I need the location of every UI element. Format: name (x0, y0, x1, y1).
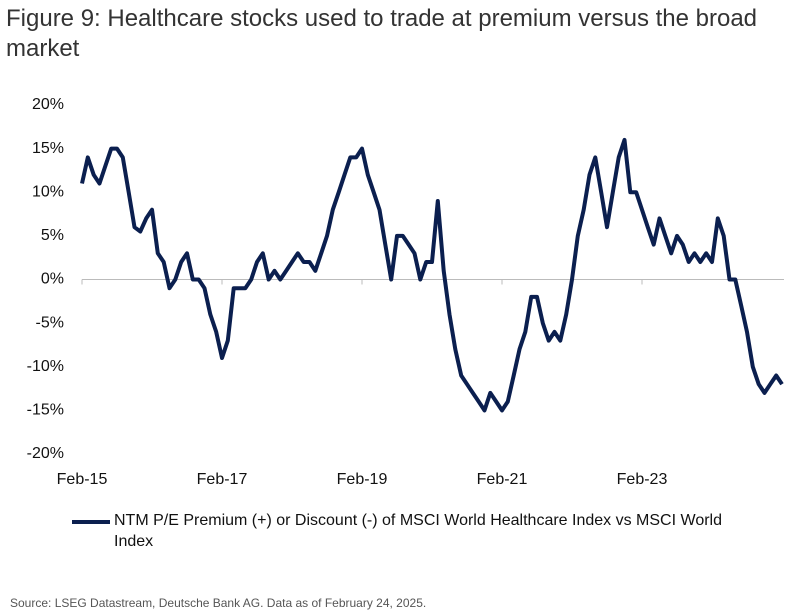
y-tick-label: 10% (32, 183, 64, 200)
legend: NTM P/E Premium (+) or Discount (-) of M… (114, 512, 722, 550)
line-series (80, 137, 784, 413)
y-tick-label: -10% (27, 358, 64, 375)
y-tick-label: 20% (32, 96, 64, 113)
y-tick-label: 0% (41, 271, 64, 288)
legend-label: NTM P/E Premium (+) or Discount (-) of M… (114, 512, 722, 550)
y-tick-label: -5% (36, 314, 64, 331)
x-tick-label: Feb-23 (617, 471, 668, 488)
x-tick-label: Feb-15 (57, 471, 108, 488)
y-tick-label: -15% (27, 402, 64, 419)
source: Source: LSEG Datastream, Deutsche Bank A… (10, 596, 427, 610)
y-tick-label: 5% (41, 227, 64, 244)
x-tick-label: Feb-17 (197, 471, 248, 488)
x-tick-label: Feb-19 (337, 471, 388, 488)
y-tick-label: -20% (27, 445, 64, 462)
chart: 20% 15% 10% 5% 0% -5% -10% -15% -20% Feb-15 Feb-17… (27, 96, 784, 550)
y-tick-label: 15% (32, 140, 64, 157)
x-tick-label: Feb-21 (477, 471, 528, 488)
chart-title: Figure 9: Healthcare stocks used to trad… (6, 5, 758, 62)
